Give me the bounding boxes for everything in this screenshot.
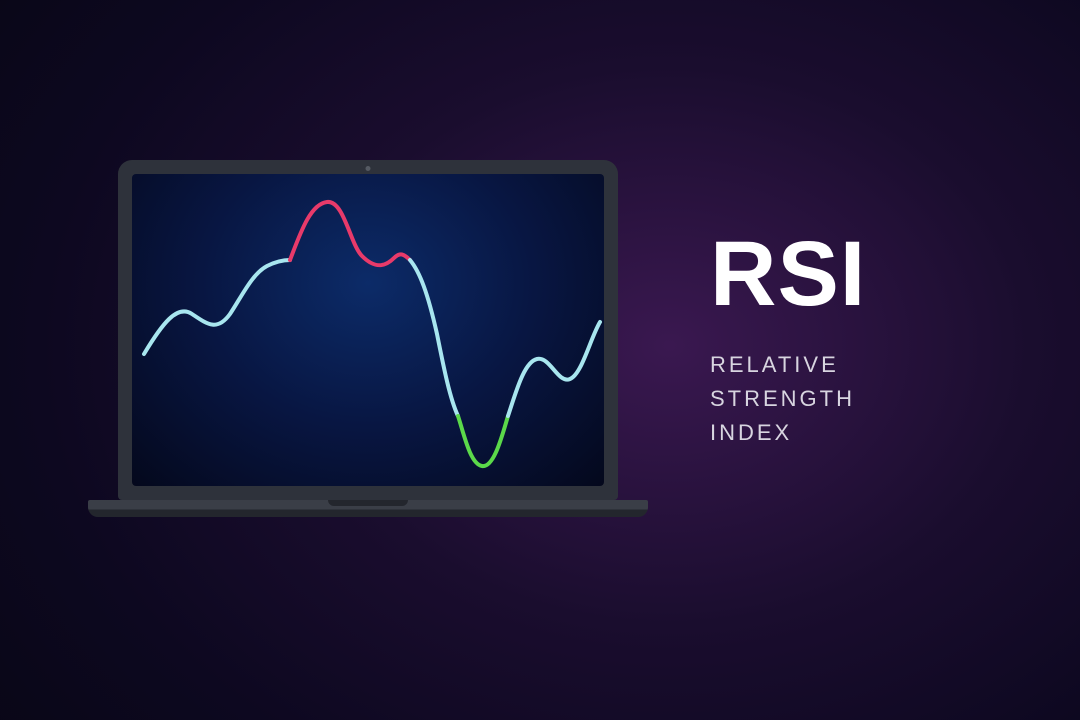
laptop-hinge-notch <box>328 500 408 506</box>
subtitle-line: INDEX <box>710 416 866 450</box>
heading-block: RSI RELATIVE STRENGTH INDEX <box>710 228 866 450</box>
subtitle: RELATIVE STRENGTH INDEX <box>710 348 866 450</box>
laptop-base <box>88 500 648 517</box>
infographic-canvas: RSI RELATIVE STRENGTH INDEX <box>0 0 1080 720</box>
laptop-screen <box>132 174 604 486</box>
laptop-illustration <box>118 160 618 517</box>
subtitle-line: STRENGTH <box>710 382 866 416</box>
laptop-screen-frame <box>118 160 618 500</box>
title: RSI <box>710 228 866 320</box>
subtitle-line: RELATIVE <box>710 348 866 382</box>
camera-icon <box>366 166 371 171</box>
rsi-chart <box>132 174 604 486</box>
